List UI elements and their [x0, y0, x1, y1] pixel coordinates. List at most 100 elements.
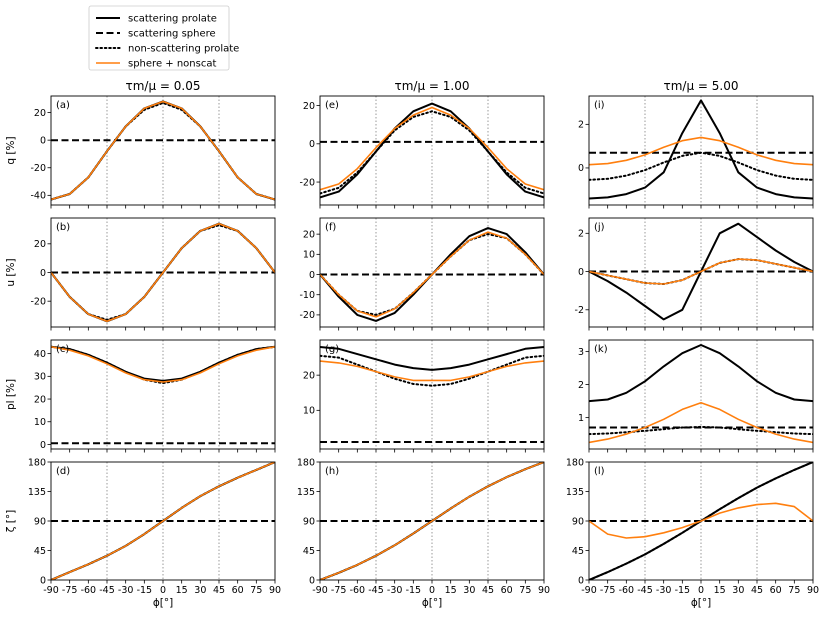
panel-label: (b)	[56, 222, 70, 233]
y-tick-label: 45	[303, 546, 315, 557]
x-tick-label: -30	[387, 585, 403, 596]
y-tick-label: 10	[303, 250, 315, 261]
series-line	[589, 344, 813, 403]
axes-frame	[319, 95, 545, 206]
x-tick-label: 60	[232, 585, 244, 596]
x-tick-label: 30	[463, 585, 475, 596]
series-line	[51, 346, 275, 383]
x-tick-label: 75	[788, 585, 800, 596]
y-tick-label: 20	[34, 239, 46, 250]
x-tick-label: -60	[619, 585, 635, 596]
y-tick-label: 30	[34, 372, 46, 383]
x-tick-label: -45	[99, 585, 115, 596]
x-tick-label: -90	[43, 585, 59, 596]
series-group	[51, 222, 275, 323]
y-axis-label: ζ [°]	[5, 510, 17, 533]
axes-frame	[50, 339, 276, 450]
x-tick-label: 15	[445, 585, 457, 596]
column-titles: τm/μ = 0.05 τm/μ = 1.00 τm/μ = 5.00	[126, 79, 739, 93]
x-tick-label: 0	[429, 585, 435, 596]
panel: 0 45 90 135 180 -90 -75 -60 -45 -30 -15 0 15 30 45 60 75…	[28, 457, 281, 596]
y-tick-label: 0	[40, 135, 46, 146]
series-group	[589, 344, 813, 444]
y-tick-label: -10	[299, 290, 315, 301]
x-tick-label: -90	[581, 585, 597, 596]
y-tick-label: 0	[578, 575, 584, 586]
x-tick-label: -60	[350, 585, 366, 596]
axes-frame	[319, 339, 545, 450]
series-line	[51, 222, 275, 323]
series-group	[320, 227, 544, 322]
y-tick-label: 20	[303, 370, 315, 381]
series-line	[320, 462, 544, 580]
y-tick-label: 45	[572, 546, 584, 557]
panel-label: (i)	[594, 100, 605, 111]
panel-label: (j)	[594, 222, 605, 233]
x-tick-label: -75	[331, 585, 347, 596]
y-tick-label: 20	[303, 229, 315, 240]
y-tick-label: 3	[578, 347, 584, 358]
y-tick-label: 180	[297, 457, 315, 468]
x-tick-label: 45	[751, 585, 763, 596]
panel: 0 10 20 30 40 (c)	[34, 339, 276, 453]
column-title: τm/μ = 5.00	[664, 79, 739, 93]
series-line	[589, 136, 813, 166]
y-tick-label: 0	[309, 575, 315, 586]
x-tick-label: -45	[368, 585, 384, 596]
series-line	[589, 401, 813, 444]
y-tick-label: 1	[578, 413, 584, 424]
y-tick-label: 0	[309, 139, 315, 150]
panel: -20 -10 0 10 20 (f)	[299, 217, 545, 331]
series-group	[51, 345, 275, 445]
x-tick-label: -15	[675, 585, 691, 596]
y-tick-label: 90	[34, 516, 46, 527]
series-line	[320, 110, 544, 195]
x-axis-label: ϕ[°]	[691, 597, 711, 609]
y-tick-label: 20	[34, 108, 46, 119]
series-group	[51, 462, 275, 580]
panel: -20 0 20 (e)	[299, 95, 545, 209]
y-tick-label: 180	[28, 457, 46, 468]
series-line	[320, 106, 544, 191]
y-axis-label: u [%]	[5, 258, 17, 286]
y-tick-label: 0	[40, 268, 46, 279]
series-line	[589, 99, 813, 200]
panel: -40 -20 0 20 (a)	[30, 95, 276, 209]
series-line	[51, 100, 275, 201]
x-tick-label: 60	[501, 585, 513, 596]
y-tick-label: 135	[566, 487, 584, 498]
series-line	[320, 354, 544, 387]
x-tick-label: -30	[118, 585, 134, 596]
y-tick-label: 10	[303, 406, 315, 417]
x-tick-label: -15	[406, 585, 422, 596]
axes-frame	[50, 95, 276, 206]
panel-label: (h)	[325, 466, 339, 477]
y-tick-label: 0	[578, 163, 584, 174]
series-line	[320, 231, 544, 318]
series-line	[589, 425, 813, 436]
y-axis-label: q [%]	[5, 136, 17, 164]
y-tick-label: -2	[575, 305, 584, 316]
y-tick-label: -20	[299, 310, 315, 321]
series-group	[589, 222, 813, 321]
legend-label: scattering prolate	[128, 14, 217, 25]
x-axis-label: ϕ[°]	[153, 597, 173, 609]
y-tick-label: 20	[303, 101, 315, 112]
y-tick-label: 0	[40, 575, 46, 586]
y-tick-label: 0	[40, 440, 46, 451]
panel-label: (d)	[56, 466, 70, 477]
y-tick-label: 2	[578, 229, 584, 240]
y-tick-label: 2	[578, 120, 584, 131]
y-tick-label: 0	[578, 267, 584, 278]
y-tick-label: -20	[30, 163, 46, 174]
series-line	[51, 345, 275, 385]
panel-label: (k)	[594, 344, 608, 355]
legend-label: scattering sphere	[128, 29, 216, 40]
x-tick-label: 30	[194, 585, 206, 596]
legend-frame	[88, 5, 230, 71]
axes-frame	[588, 95, 814, 206]
x-tick-label: -75	[62, 585, 78, 596]
x-tick-label: -90	[312, 585, 328, 596]
x-tick-label: 45	[482, 585, 494, 596]
panel-label: (a)	[56, 100, 70, 111]
